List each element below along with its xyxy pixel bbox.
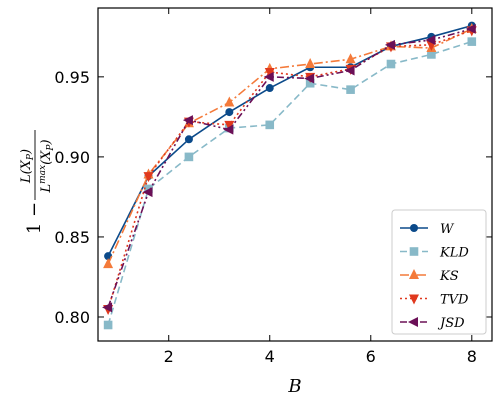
legend-label-tvd: TVD [440, 293, 469, 308]
data-point-tvd [264, 68, 275, 79]
data-point-w [225, 108, 234, 117]
x-tick-label: 6 [366, 347, 376, 366]
legend: W KLD KS TVD JSD [391, 209, 487, 335]
data-point-ks [224, 96, 235, 107]
data-point-kld [144, 184, 153, 194]
y-axis-label-numerator: L(XP) [19, 149, 36, 184]
legend-marker-tvd [409, 294, 419, 305]
legend-entry-jsd: JSD [400, 316, 465, 331]
data-point-jsd [384, 39, 395, 50]
legend-entry-ks: KS [400, 269, 459, 284]
data-point-jsd [465, 23, 476, 34]
plot-frame [97, 7, 493, 342]
x-tick-label: 8 [467, 347, 477, 366]
legend-label-kld: KLD [439, 246, 469, 261]
data-point-ks [103, 258, 114, 269]
x-axis-label: B [287, 376, 301, 397]
data-point-jsd [304, 73, 315, 84]
data-point-w [184, 135, 193, 144]
data-point-kld [103, 320, 113, 330]
y-tick-label: 0.85 [54, 228, 90, 247]
series-line-kld [107, 40, 473, 326]
y-tick-label: 0.80 [54, 308, 90, 327]
y-tick-label: 0.90 [54, 148, 90, 167]
legend-label-ks: KS [439, 269, 459, 284]
legend-entry-tvd: TVD [400, 293, 469, 308]
data-point-kld [184, 152, 194, 162]
data-point-kld [386, 59, 396, 69]
legend-marker-ks [409, 269, 419, 279]
data-point-jsd [182, 115, 193, 126]
y-axis-label-fraction: L(XP) Lmax(XP) [19, 130, 56, 200]
legend-marker-jsd [408, 317, 418, 327]
data-point-tvd [143, 172, 154, 183]
y-tick-label: 0.95 [54, 68, 90, 87]
data-point-jsd [223, 124, 234, 135]
data-point-kld [305, 78, 315, 88]
data-point-jsd [425, 35, 436, 46]
data-point-w [265, 84, 274, 93]
data-point-jsd [142, 187, 153, 198]
y-axis-label: 1 − L(XP) Lmax(XP) [19, 130, 56, 234]
legend-marker-kld [409, 247, 419, 256]
legend-entry-w: W [400, 222, 455, 237]
y-axis-label-prefix: 1 − [24, 202, 45, 234]
data-point-jsd [263, 71, 274, 82]
data-point-kld [265, 120, 275, 130]
x-tick-label: 4 [265, 347, 275, 366]
data-point-ks [305, 58, 316, 69]
legend-label-jsd: JSD [437, 316, 465, 331]
ticks-layer: 2 4 6 8 0.80 0.85 0.90 0.95 [54, 8, 492, 366]
x-tick-label: 2 [164, 347, 174, 366]
data-point-kld [427, 50, 436, 59]
data-point-kld [346, 85, 355, 94]
legend-label-w: W [440, 222, 455, 237]
data-point-ks [345, 53, 356, 64]
y-axis-label-denominator: Lmax(XP) [38, 139, 56, 193]
legend-box [391, 209, 487, 335]
series-layer [102, 21, 477, 330]
legend-entry-kld: KLD [400, 246, 469, 261]
data-point-jsd [344, 65, 355, 76]
legend-marker-w [410, 224, 418, 232]
series-line-jsd [107, 28, 473, 308]
data-point-jsd [102, 302, 113, 313]
data-point-kld [467, 37, 477, 46]
data-point-tvd [224, 120, 235, 131]
